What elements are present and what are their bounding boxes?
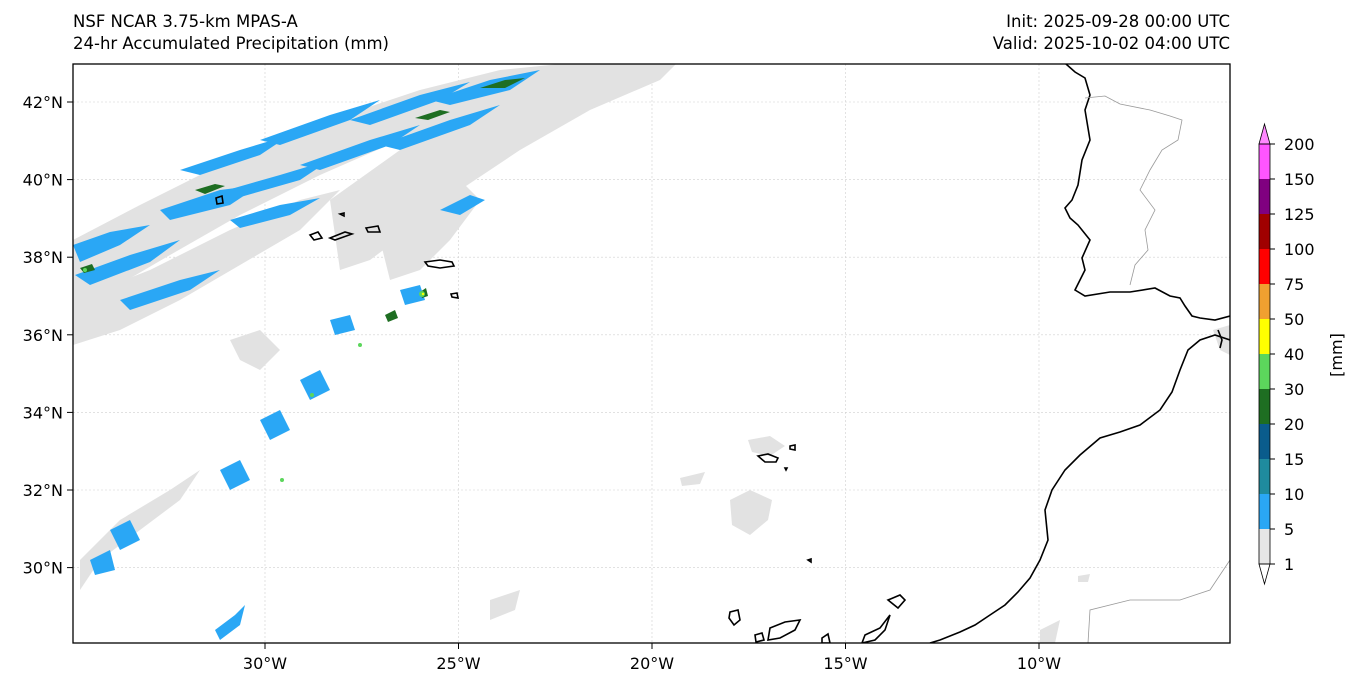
colorbar-tick-label: 15 — [1284, 450, 1304, 469]
colorbar-swatch — [1259, 144, 1270, 179]
colorbar-tick-label: 20 — [1284, 415, 1304, 434]
lat-tick-label: 40°N — [23, 171, 63, 190]
colorbar-tick-label: 75 — [1284, 275, 1304, 294]
lon-tick-label: 15°W — [823, 654, 867, 673]
colorbar-tick-label: 125 — [1284, 205, 1315, 224]
lat-tick-label: 36°N — [23, 326, 63, 345]
latitude-axis: 42°N 40°N 38°N 36°N 34°N 32°N 30°N — [23, 93, 73, 578]
borders — [1084, 95, 1230, 643]
colorbar-min-arrow — [1258, 563, 1271, 586]
colorbar-tick-label: 10 — [1284, 485, 1304, 504]
coastlines — [215, 64, 1230, 643]
map-subtitle: 24-hr Accumulated Precipitation (mm) — [73, 34, 389, 53]
lon-tick-label: 20°W — [630, 654, 674, 673]
colorbar-swatch — [1259, 179, 1270, 214]
lat-tick-label: 34°N — [23, 403, 63, 422]
lat-tick-label: 38°N — [23, 248, 63, 267]
colorbar-swatch — [1259, 529, 1270, 564]
colorbar-swatch — [1259, 214, 1270, 249]
colorbar-swatch — [1259, 494, 1270, 529]
colorbar-tick-label: 30 — [1284, 380, 1304, 399]
colorbar-tick-label: 200 — [1284, 135, 1315, 154]
precip-moderate-areas — [73, 70, 540, 640]
precip-extreme-spots — [421, 292, 425, 296]
colorbar-tick-label: 100 — [1284, 240, 1315, 259]
colorbar-swatch — [1259, 249, 1270, 284]
colorbar-swatch — [1259, 284, 1270, 319]
precip-very-heavy-spots — [83, 268, 425, 482]
colorbar-swatch — [1259, 354, 1270, 389]
lat-tick-label: 42°N — [23, 93, 63, 112]
colorbar-tick-label: 1 — [1284, 555, 1294, 574]
colorbar-swatch — [1259, 424, 1270, 459]
longitude-axis: 30°W 25°W 20°W 15°W 10°W — [243, 643, 1061, 673]
colorbar-tick-label: 5 — [1284, 520, 1294, 539]
init-time: Init: 2025-09-28 00:00 UTC — [1006, 12, 1230, 31]
map-title: NSF NCAR 3.75-km MPAS-A — [73, 12, 298, 31]
colorbar-tick-label: 50 — [1284, 310, 1304, 329]
lon-tick-label: 30°W — [243, 654, 287, 673]
colorbar-swatch — [1259, 319, 1270, 354]
colorbar-unit-label: [mm] — [1327, 333, 1346, 377]
gridlines — [73, 64, 1230, 643]
colorbar-tick-label: 150 — [1284, 170, 1315, 189]
colorbar-swatch — [1259, 389, 1270, 424]
colorbar-tick-label: 40 — [1284, 345, 1304, 364]
lat-tick-label: 32°N — [23, 481, 63, 500]
colorbar-max-arrow — [1258, 122, 1271, 145]
map-area — [73, 64, 1230, 643]
lon-tick-label: 10°W — [1017, 654, 1061, 673]
colorbar-swatch — [1259, 459, 1270, 494]
lon-tick-label: 25°W — [436, 654, 480, 673]
lat-tick-label: 30°N — [23, 559, 63, 578]
precip-heavy-areas — [80, 78, 525, 322]
valid-time: Valid: 2025-10-02 04:00 UTC — [992, 34, 1230, 53]
